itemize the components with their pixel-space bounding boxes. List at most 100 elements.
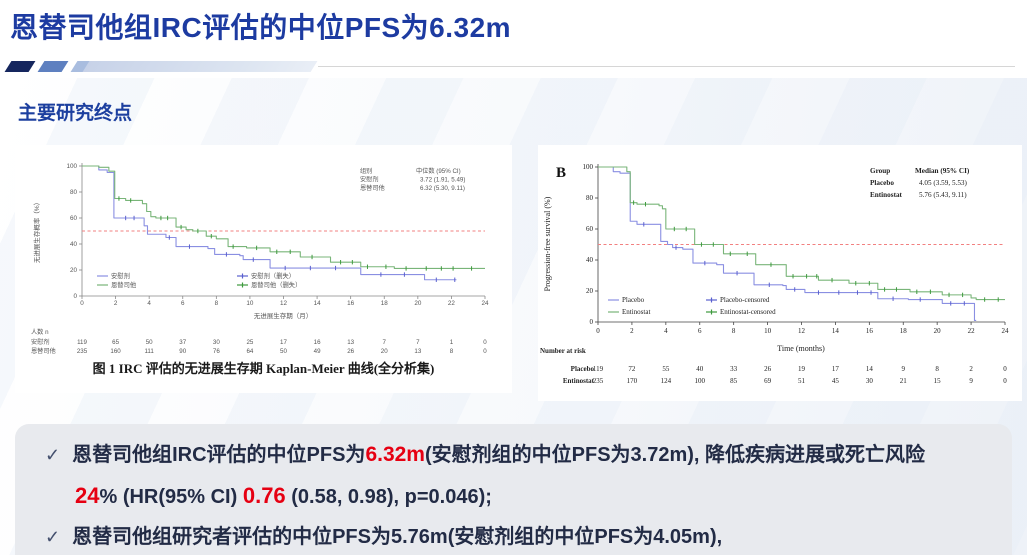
section-label: 主要研究终点	[18, 103, 133, 124]
bullet-investigator: ✓ 恩替司他组研究者评估的中位PFS为5.76m(安慰剂组的中位PFS为4.05…	[45, 522, 986, 552]
svg-text:85: 85	[730, 377, 738, 385]
svg-text:235: 235	[593, 377, 604, 385]
svg-text:恩替司他: 恩替司他	[360, 184, 385, 192]
svg-text:45: 45	[832, 377, 840, 385]
svg-text:0: 0	[1003, 365, 1007, 373]
svg-text:119: 119	[77, 339, 87, 346]
svg-text:90: 90	[179, 348, 186, 355]
svg-text:15: 15	[934, 377, 942, 385]
svg-text:100: 100	[583, 163, 594, 171]
svg-text:Placebo: Placebo	[622, 296, 645, 304]
svg-text:100: 100	[66, 163, 77, 170]
highlight-hr-value: 0.76	[242, 483, 286, 508]
svg-text:10: 10	[764, 327, 772, 335]
deco-parallelogram-2	[37, 61, 69, 72]
km-chart-irc: 0 2 4 6 8 10 12 14 16 18 20 22 24020406080100无进展生存期（…	[31, 163, 489, 355]
svg-text:无进展生存概率（%）: 无进展生存概率（%）	[32, 199, 41, 263]
highlight-pfs-value: 6.32m	[365, 443, 425, 466]
check-icon: ✓	[45, 445, 61, 465]
svg-text:9: 9	[969, 377, 973, 385]
svg-text:Number at risk: Number at risk	[540, 347, 586, 355]
svg-text:2: 2	[630, 327, 634, 335]
svg-text:Group: Group	[870, 167, 890, 175]
svg-text:2: 2	[114, 300, 118, 307]
svg-text:72: 72	[628, 365, 636, 373]
svg-text:24: 24	[481, 300, 489, 307]
svg-text:6: 6	[181, 300, 185, 307]
svg-text:7: 7	[383, 339, 387, 346]
svg-text:13: 13	[414, 348, 421, 355]
svg-text:14: 14	[314, 300, 322, 307]
svg-text:恩替司他: 恩替司他	[111, 280, 137, 289]
svg-text:14: 14	[866, 365, 874, 373]
svg-text:0: 0	[483, 348, 487, 355]
svg-text:2: 2	[969, 365, 973, 373]
svg-text:18: 18	[900, 327, 908, 335]
bullet-irc: ✓ 恩替司他组IRC评估的中位PFS为6.32m(安慰剂组的中位PFS为3.72…	[45, 440, 986, 470]
svg-text:21: 21	[900, 377, 908, 385]
svg-text:64: 64	[246, 348, 253, 355]
svg-text:无进展生存期（月）: 无进展生存期（月）	[254, 311, 313, 320]
svg-text:49: 49	[314, 348, 321, 355]
svg-text:40: 40	[70, 241, 78, 248]
svg-text:50: 50	[146, 339, 153, 346]
svg-text:19: 19	[798, 365, 806, 373]
svg-text:恩替司他: 恩替司他	[31, 347, 56, 355]
check-icon: ✓	[45, 527, 61, 547]
svg-text:7: 7	[416, 339, 420, 346]
svg-text:14: 14	[832, 327, 840, 335]
svg-text:12: 12	[798, 327, 806, 335]
svg-text:16: 16	[866, 327, 874, 335]
svg-text:17: 17	[280, 339, 287, 346]
svg-text:65: 65	[112, 339, 119, 346]
svg-text:235: 235	[77, 348, 88, 355]
svg-text:26: 26	[764, 365, 772, 373]
svg-text:100: 100	[695, 377, 706, 385]
svg-text:1: 1	[450, 339, 454, 346]
svg-text:119: 119	[593, 365, 604, 373]
bullet-irc-line1: 恩替司他组IRC评估的中位PFS为6.32m(安慰剂组的中位PFS为3.72m)…	[72, 440, 925, 470]
svg-text:6.32 (5.30, 9.11): 6.32 (5.30, 9.11)	[420, 185, 465, 192]
svg-text:恩替司他（删失）: 恩替司他（删失）	[251, 280, 301, 289]
svg-text:8: 8	[732, 327, 736, 335]
svg-text:80: 80	[70, 189, 78, 196]
svg-text:30: 30	[213, 339, 220, 346]
svg-text:69: 69	[764, 377, 772, 385]
svg-text:20: 20	[70, 267, 78, 274]
svg-text:160: 160	[110, 348, 121, 355]
svg-text:8: 8	[215, 300, 219, 307]
svg-text:20: 20	[586, 287, 594, 295]
text-segment: (0.58, 0.98), p=0.046);	[285, 486, 492, 508]
svg-text:Placebo-censored: Placebo-censored	[720, 296, 770, 304]
svg-text:0: 0	[73, 293, 77, 300]
svg-text:组别: 组别	[360, 167, 372, 175]
text-segment: % (HR(95% CI)	[99, 486, 243, 508]
svg-text:33: 33	[730, 365, 738, 373]
summary-box: ✓ 恩替司他组IRC评估的中位PFS为6.32m(安慰剂组的中位PFS为3.72…	[15, 424, 1012, 555]
highlight-risk-reduction: 24	[75, 483, 100, 508]
svg-text:22: 22	[448, 300, 456, 307]
svg-text:0: 0	[80, 300, 84, 307]
svg-text:Entinostat: Entinostat	[622, 308, 650, 316]
svg-text:25: 25	[246, 339, 253, 346]
svg-text:10: 10	[246, 300, 254, 307]
svg-text:124: 124	[661, 377, 672, 385]
svg-text:Entinostat: Entinostat	[563, 377, 595, 385]
svg-text:22: 22	[968, 327, 976, 335]
svg-text:人数 n: 人数 n	[31, 328, 49, 336]
svg-text:26: 26	[347, 348, 354, 355]
svg-text:安慰剂: 安慰剂	[360, 176, 379, 184]
svg-text:3.72 (1.91, 5.49): 3.72 (1.91, 5.49)	[420, 177, 465, 184]
deco-parallelogram-1	[4, 61, 36, 72]
svg-text:12: 12	[280, 300, 288, 307]
deco-divider-line	[318, 66, 1015, 67]
svg-text:20: 20	[381, 348, 388, 355]
svg-text:4: 4	[664, 327, 668, 335]
slide-title: 恩替司他组IRC评估的中位PFS为6.32m	[10, 12, 512, 43]
svg-text:20: 20	[414, 300, 422, 307]
svg-text:0: 0	[483, 339, 487, 346]
svg-text:Entinostat-censored: Entinostat-censored	[720, 308, 776, 316]
svg-text:16: 16	[347, 300, 355, 307]
svg-text:76: 76	[213, 348, 220, 355]
